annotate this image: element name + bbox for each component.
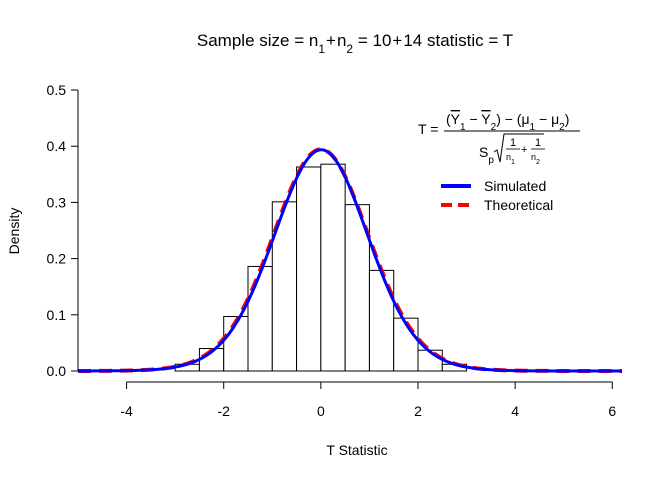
x-tick-label: -2	[217, 403, 230, 419]
histogram-bar-10	[393, 317, 419, 372]
y-tick-label: 0.4	[47, 138, 67, 154]
formula-sqrt-sign	[493, 133, 544, 163]
formula-frac1-num: 1	[510, 137, 516, 149]
x-axis: -4 -2 0 2 4 6	[120, 381, 616, 419]
formula-plus: +	[521, 144, 527, 156]
histogram-bar-4	[247, 265, 273, 372]
x-tick-label: -4	[120, 403, 133, 419]
formula-frac2-den: n2	[531, 152, 540, 166]
formula-numerator: (Y1 − Y2) − (μ1 − μ2)	[446, 111, 569, 133]
x-axis-label: T Statistic	[326, 442, 387, 458]
formula-denominator: Sp	[479, 144, 494, 166]
legend-theoretical-label: Theoretical	[484, 197, 553, 213]
y-tick-label: 0.3	[47, 194, 67, 210]
formula-frac2-num: 1	[535, 137, 541, 149]
y-tick-label: 0.1	[47, 307, 67, 323]
x-tick-label: 2	[414, 403, 422, 419]
x-tick-label: 6	[608, 403, 616, 419]
y-axis: 0.0 0.1 0.2 0.3 0.4 0.5	[47, 82, 79, 379]
x-tick-label: 4	[511, 403, 519, 419]
y-tick-label: 0.2	[47, 251, 67, 267]
y-axis-label: Density	[6, 208, 22, 255]
simulated-density-curve	[78, 148, 622, 373]
chart-title: Sample size = n1+n2 = 10+14 statistic = …	[197, 31, 513, 56]
legend-simulated-label: Simulated	[484, 178, 546, 194]
histogram-bar-7	[320, 163, 346, 372]
formula-frac1-den: n1	[506, 152, 515, 166]
x-tick-label: 0	[317, 403, 325, 419]
y-tick-label: 0.0	[47, 363, 67, 379]
histogram-bar-6	[296, 166, 322, 372]
formula-lhs: T =	[418, 121, 438, 137]
t-statistic-formula: T = (Y1 − Y2) − (μ1 − μ2) Sp 1 n1 + 1 n2	[418, 111, 580, 166]
histogram-bar-9	[368, 269, 395, 372]
legend: Simulated Theoretical	[441, 178, 553, 213]
histogram-bars	[174, 163, 468, 372]
y-tick-label: 0.5	[47, 82, 67, 98]
